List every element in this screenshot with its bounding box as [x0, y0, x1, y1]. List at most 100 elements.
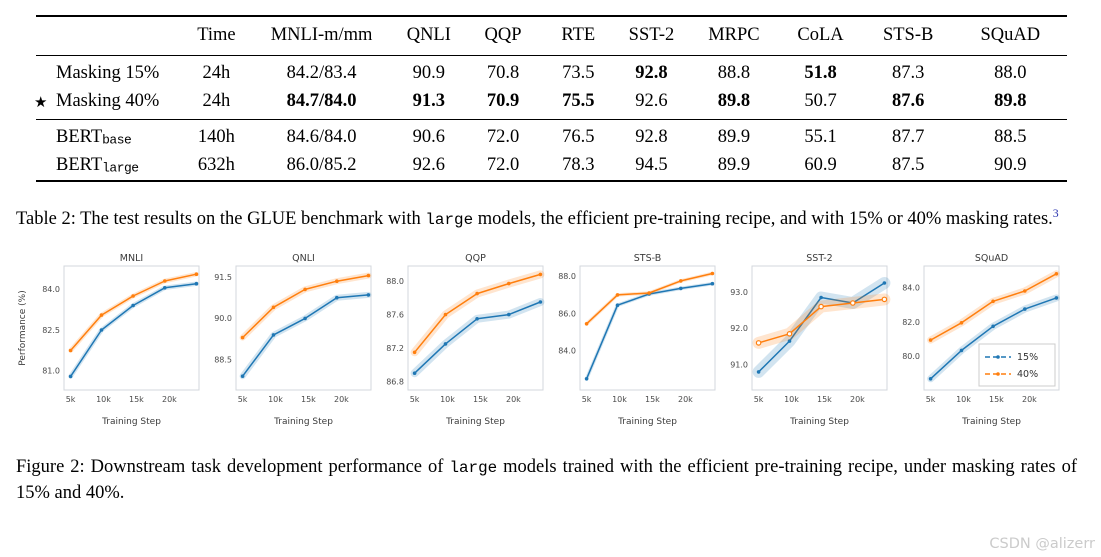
caption-text: Table 2: The test results on the GLUE be… — [16, 208, 426, 229]
x-tick-label: 10k — [96, 395, 111, 404]
chart-title: MNLI — [120, 253, 143, 264]
table-cell: 92.8 — [635, 63, 668, 83]
footnote-ref[interactable]: 3 — [1052, 205, 1059, 220]
x-tick-label: 15k — [989, 395, 1004, 404]
table-2: Time MNLI-m/mm QNLI QQP RTE SST-2 MRPC CoLA STS-… — [34, 15, 1067, 182]
table-cell: 87.3 — [891, 63, 925, 83]
data-point — [679, 286, 683, 291]
data-point — [1054, 296, 1059, 300]
table-cell: 84.2/83.4 — [286, 63, 357, 83]
table-row: BERTlarge 632h 86.0/85.2 92.6 72.0 78.3 94.5 89… — [36, 152, 1067, 181]
chart-title: STS-B — [634, 253, 661, 264]
chart-svg-sts-b: STS-B 84.0 86.0 88.0 5k 10k 15k 20k Training Ste… — [558, 253, 716, 427]
y-tick-label: 82.0 — [902, 318, 920, 327]
plot-area — [235, 265, 372, 391]
table-cell: 50.7 — [778, 87, 863, 120]
table-cell: 89.9 — [717, 155, 751, 175]
y-tick-label: 87.2 — [386, 344, 404, 353]
data-point — [584, 377, 589, 381]
table-cell: 87.7 — [891, 127, 925, 147]
table-cell: 89.9 — [717, 127, 751, 147]
data-point — [303, 316, 307, 321]
data-point — [335, 295, 339, 300]
row-label: BERTbase — [36, 120, 184, 152]
y-tick-label: 86.8 — [386, 377, 404, 386]
legend-marker — [996, 372, 1000, 376]
column-header: QNLI — [394, 16, 463, 56]
data-point — [163, 286, 167, 290]
table-cell: 84.7/84.0 — [248, 87, 395, 120]
y-tick-label: 90.0 — [214, 314, 232, 323]
data-point — [928, 338, 933, 342]
row-label-text: Masking 40% — [56, 91, 160, 111]
data-point — [99, 328, 104, 332]
table-cell: 91.3 — [394, 87, 463, 120]
table-cell: 88.8 — [717, 63, 751, 83]
x-axis-label: Training Step — [273, 417, 333, 427]
y-tick-label: 84.0 — [42, 285, 60, 294]
table-cell: 73.5 — [562, 63, 595, 83]
x-tick-label: 5k — [754, 395, 764, 404]
data-point — [366, 293, 371, 297]
table-cell: 72.0 — [486, 127, 520, 147]
row-label-text: BERT — [56, 127, 103, 147]
data-point — [991, 299, 995, 304]
column-header: MNLI-m/mm — [248, 16, 395, 56]
figure-2: MNLI 81.0 82.5 84.0 5k 10k 15k 20k Training Step… — [14, 252, 1101, 430]
legend-marker — [996, 355, 1000, 359]
legend-label: 40% — [1017, 369, 1038, 380]
chart-squad: SQuAD 80.0 82.0 84.0 5k 10k 15k 20k Training Ste… — [894, 252, 1066, 430]
x-axis-label: Training Step — [789, 417, 849, 427]
table-cell: 24h — [202, 63, 231, 83]
data-point — [366, 273, 371, 278]
data-point — [1054, 272, 1059, 276]
row-label-text: Masking 15% — [56, 63, 160, 83]
figure-2-caption: Figure 2: Downstream task development pe… — [16, 455, 1077, 506]
data-point — [710, 281, 715, 286]
x-tick-label: 15k — [301, 395, 316, 404]
column-header: MRPC — [689, 16, 779, 56]
data-point — [131, 303, 135, 308]
table-cell: 90.9 — [412, 63, 445, 83]
table-row: Masking 15% 24h 84.2/83.4 90.9 70.8 73.5 92.8 8… — [36, 56, 1067, 88]
plot-area — [407, 265, 544, 391]
column-header: CoLA — [778, 16, 863, 56]
column-header: SST-2 — [613, 16, 690, 56]
table-cell: 632h — [197, 155, 235, 175]
y-tick-label: 93.0 — [730, 288, 748, 297]
data-point — [538, 272, 543, 277]
data-point — [507, 281, 511, 286]
y-tick-label: 87.6 — [386, 310, 404, 319]
table-cell: 87.5 — [891, 155, 925, 175]
data-point — [1023, 307, 1027, 311]
table-row: ★ Masking 40% 24h 84.7/84.0 91.3 70.9 75.5 92.6… — [34, 87, 1067, 120]
data-point — [475, 291, 479, 296]
data-point — [443, 312, 448, 317]
data-point — [271, 305, 276, 310]
table-cell: 92.6 — [613, 87, 690, 120]
x-tick-label: 5k — [410, 395, 420, 404]
watermark: CSDN @alizerr — [989, 536, 1095, 552]
code-text: large — [425, 210, 474, 229]
data-point — [787, 339, 792, 343]
data-point — [271, 333, 276, 337]
data-point — [818, 303, 824, 310]
row-label-subscript: large — [102, 160, 139, 176]
data-point — [1023, 289, 1027, 293]
y-tick-label: 80.0 — [902, 352, 920, 361]
x-axis-label: Training Step — [961, 417, 1021, 427]
x-tick-label: 5k — [582, 395, 592, 404]
column-header — [36, 16, 185, 56]
star-icon: ★ — [34, 95, 48, 112]
data-point — [755, 340, 762, 346]
row-label: BERTlarge — [36, 152, 184, 181]
data-point — [679, 279, 683, 283]
table-cell: 72.0 — [486, 155, 520, 175]
data-point — [615, 303, 620, 308]
chart-sst-2: SST-2 91.0 92.0 93.0 5k 10k 15k 20k Training Ste… — [722, 252, 894, 430]
x-tick-label: 5k — [238, 395, 248, 404]
chart-svg-qnli: QNLI 88.5 90.0 91.5 5k 10k 15k 20k Training Step — [214, 253, 372, 427]
y-tick-label: 88.5 — [214, 356, 232, 365]
data-point — [194, 272, 199, 277]
y-tick-label: 91.5 — [214, 273, 232, 282]
